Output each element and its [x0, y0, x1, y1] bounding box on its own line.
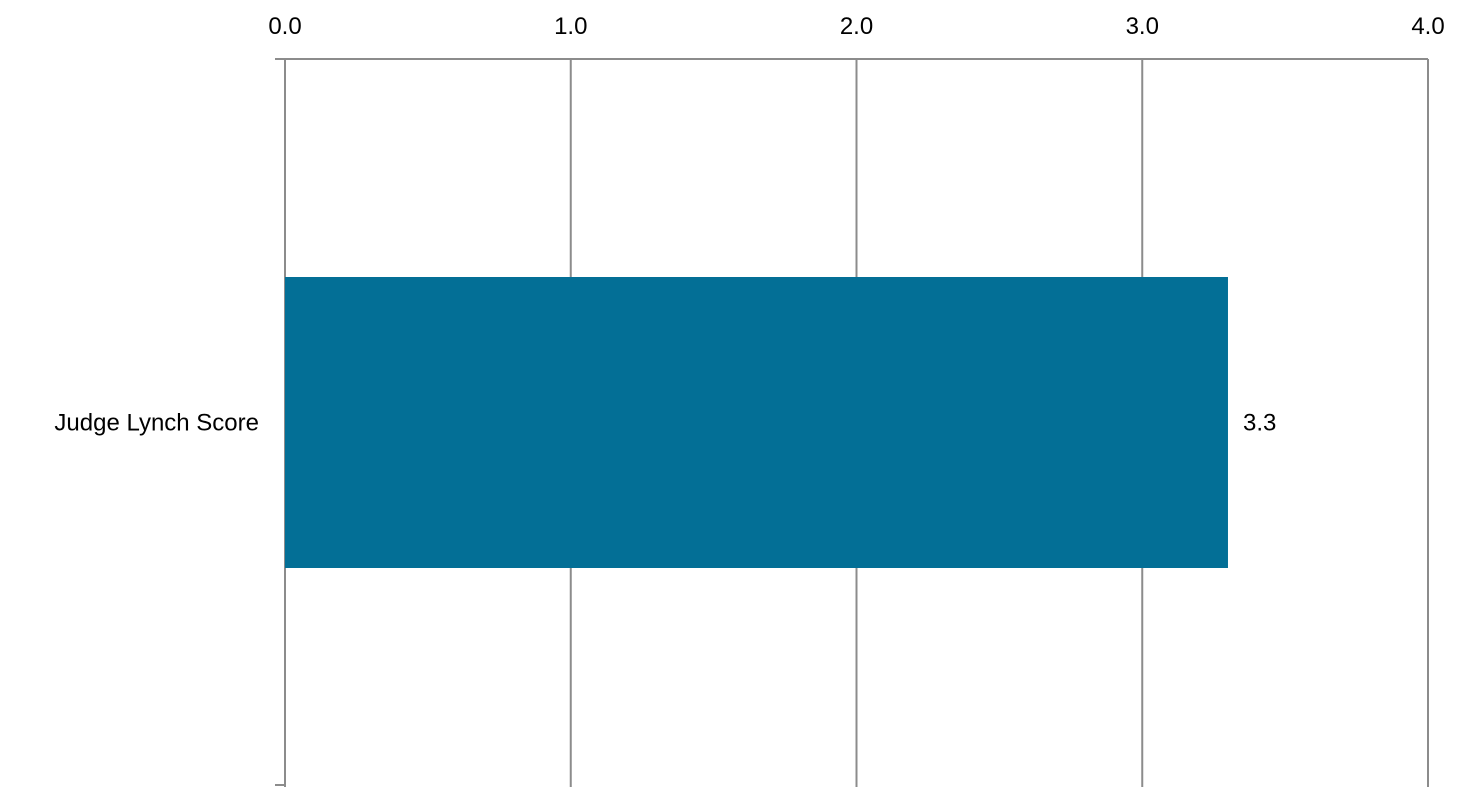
- x-axis-ticks: 0.0 1.0 2.0 3.0 4.0: [268, 13, 1444, 40]
- labels: Judge Lynch Score 3.3: [54, 410, 1276, 437]
- x-tick-label: 2.0: [840, 13, 873, 40]
- category-label: Judge Lynch Score: [54, 410, 259, 437]
- bar: [285, 277, 1228, 568]
- x-tick-label: 4.0: [1411, 13, 1444, 40]
- x-tick-label: 1.0: [554, 13, 587, 40]
- bars: [285, 277, 1228, 568]
- data-label: 3.3: [1243, 410, 1276, 437]
- x-tick-label: 3.0: [1126, 13, 1159, 40]
- x-tick-label: 0.0: [268, 13, 301, 40]
